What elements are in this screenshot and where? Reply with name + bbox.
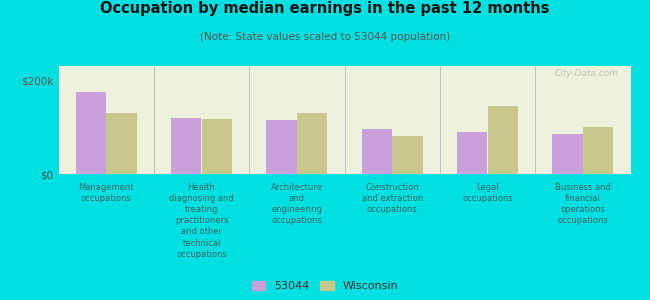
Text: (Note: State values scaled to 53044 population): (Note: State values scaled to 53044 popu… <box>200 32 450 41</box>
Text: Legal
occupations: Legal occupations <box>462 183 513 203</box>
Text: Health
diagnosing and
treating
practitioners
and other
technical
occupations: Health diagnosing and treating practitio… <box>169 183 234 259</box>
Bar <box>583 127 614 174</box>
Bar <box>392 136 422 174</box>
Text: Business and
financial
operations
occupations: Business and financial operations occupa… <box>555 183 611 225</box>
Bar <box>297 113 328 174</box>
Bar <box>488 106 518 174</box>
Text: City-Data.com: City-Data.com <box>555 69 619 78</box>
Bar <box>171 118 202 174</box>
Legend: 53044, Wisconsin: 53044, Wisconsin <box>252 281 398 291</box>
Bar <box>361 129 392 174</box>
Bar <box>202 118 232 174</box>
Bar <box>75 92 106 174</box>
Text: Management
occupations: Management occupations <box>79 183 134 203</box>
Bar <box>106 113 136 174</box>
Bar <box>266 120 297 174</box>
Text: Construction
and extraction
occupations: Construction and extraction occupations <box>361 183 422 214</box>
Text: Occupation by median earnings in the past 12 months: Occupation by median earnings in the pas… <box>100 2 550 16</box>
Text: Architecture
and
engineering
occupations: Architecture and engineering occupations <box>271 183 323 225</box>
Bar <box>457 132 488 174</box>
Bar <box>552 134 583 174</box>
